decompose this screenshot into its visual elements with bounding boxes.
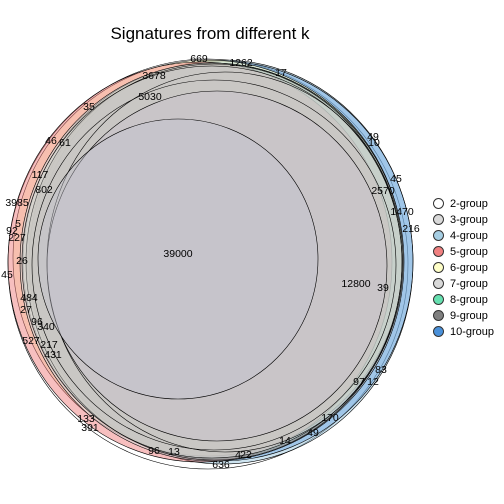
legend-item: 8-group (433, 292, 494, 308)
region-count-label: 45 (1, 269, 13, 281)
region-count-label: 46 (45, 135, 57, 147)
region-count-label: 227 (8, 232, 26, 244)
region-count-label: 12 (367, 376, 379, 388)
region-count-label: 14 (279, 435, 291, 447)
legend-item: 10-group (433, 324, 494, 340)
region-count-label: 39000 (163, 248, 192, 260)
region-count-label: 5030 (138, 91, 162, 103)
legend-swatch (433, 213, 444, 225)
region-count-label: 92 (6, 225, 18, 237)
region-count-label: 2570 (371, 185, 395, 197)
legend-label: 4-group (450, 230, 488, 242)
inner-ring-c (46, 71, 404, 453)
region-count-label: 391 (81, 422, 99, 434)
inner-circle (37, 118, 319, 400)
region-count-label: 22 (240, 449, 252, 461)
region-count-label: 802 (35, 184, 53, 196)
region-count-label: 39 (377, 282, 389, 294)
region-count-label: 1470 (390, 206, 414, 218)
legend-label: 9-group (450, 310, 488, 322)
region-count-label: 49 (367, 131, 379, 143)
region-count-label: 3678 (142, 70, 166, 82)
legend-swatch (433, 325, 444, 337)
legend-swatch (433, 197, 444, 209)
region-count-label: 12800 (341, 278, 370, 290)
region-count-label: 17 (275, 67, 287, 79)
legend-label: 7-group (450, 278, 488, 290)
legend-swatch (433, 309, 444, 321)
region-count-label: 96 (148, 445, 160, 457)
legend-item: 3-group (433, 212, 494, 228)
legend: 2-group 3-group 4-group 5-group 6-group 7-gro… (433, 196, 494, 340)
region-count-label: 26 (16, 255, 28, 267)
chart-title: Signatures from different k (110, 24, 310, 43)
region-count-label: 97 (353, 376, 365, 388)
region-count-label: 5 (15, 218, 21, 230)
region-count-label: 431 (44, 349, 62, 361)
legend-label: 8-group (450, 294, 488, 306)
region-count-label: 61 (59, 137, 71, 149)
legend-label: 2-group (450, 198, 488, 210)
legend-item: 5-group (433, 244, 494, 260)
region-count-label: 27 (20, 304, 32, 316)
region-count-label: 484 (20, 292, 38, 304)
region-count-label: 669 (190, 53, 208, 65)
legend-label: 5-group (450, 246, 488, 258)
legend-swatch (433, 261, 444, 273)
region-count-label: 35 (83, 101, 95, 113)
shape-3-group (19, 62, 405, 462)
legend-item: 7-group (433, 276, 494, 292)
legend-label: 3-group (450, 214, 488, 226)
group-shapes (7, 58, 414, 470)
region-count-label: 49 (307, 427, 319, 439)
region-count-label: 45 (390, 173, 402, 185)
legend-item: 6-group (433, 260, 494, 276)
legend-swatch (433, 277, 444, 289)
legend-swatch (433, 245, 444, 257)
region-count-label: 13 (168, 446, 180, 458)
legend-swatch (433, 229, 444, 241)
region-count-label: 636 (212, 459, 230, 471)
legend-item: 9-group (433, 308, 494, 324)
inner-ring-b (31, 79, 397, 451)
region-count-label: 340 (37, 321, 55, 333)
region-count-label: 117 (32, 169, 49, 181)
region-count-label: 96 (31, 316, 43, 328)
region-count-label: 83 (375, 364, 387, 376)
legend-label: 6-group (450, 262, 488, 274)
legend-swatch (433, 293, 444, 305)
legend-label: 10-group (450, 326, 495, 338)
region-count-label: 217 (40, 339, 58, 351)
region-count-label: 3985 (5, 197, 29, 209)
legend-item: 2-group (433, 196, 494, 212)
region-count-label: 10 (368, 137, 380, 149)
region-count-label: 1262 (229, 57, 253, 69)
region-count-label: 527 (22, 335, 40, 347)
region-count-label: 4 (235, 449, 241, 461)
shape-7-group (21, 65, 403, 459)
region-count-label: 170 (321, 412, 339, 424)
legend-item: 4-group (433, 228, 494, 244)
region-count-label: 216 (402, 223, 420, 235)
region-count-label: 133 (77, 413, 95, 425)
